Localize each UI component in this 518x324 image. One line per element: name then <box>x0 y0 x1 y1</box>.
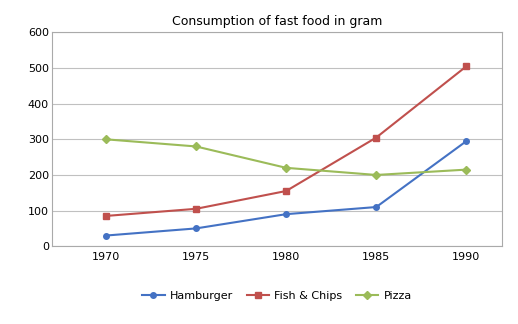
Line: Fish & Chips: Fish & Chips <box>103 64 469 219</box>
Hamburger <box>283 212 289 216</box>
Fish & Chips <box>373 136 379 140</box>
Pizza <box>283 166 289 170</box>
Pizza <box>103 137 109 141</box>
Pizza <box>463 168 469 172</box>
Fish & Chips <box>463 64 469 68</box>
Pizza <box>193 145 199 148</box>
Hamburger <box>463 139 469 143</box>
Fish & Chips <box>103 214 109 218</box>
Title: Consumption of fast food in gram: Consumption of fast food in gram <box>172 16 382 29</box>
Hamburger <box>103 234 109 237</box>
Fish & Chips <box>283 189 289 193</box>
Fish & Chips <box>193 207 199 211</box>
Line: Pizza: Pizza <box>103 136 469 178</box>
Pizza <box>373 173 379 177</box>
Hamburger <box>373 205 379 209</box>
Hamburger <box>193 226 199 230</box>
Line: Hamburger: Hamburger <box>103 138 469 238</box>
Legend: Hamburger, Fish & Chips, Pizza: Hamburger, Fish & Chips, Pizza <box>138 286 416 305</box>
